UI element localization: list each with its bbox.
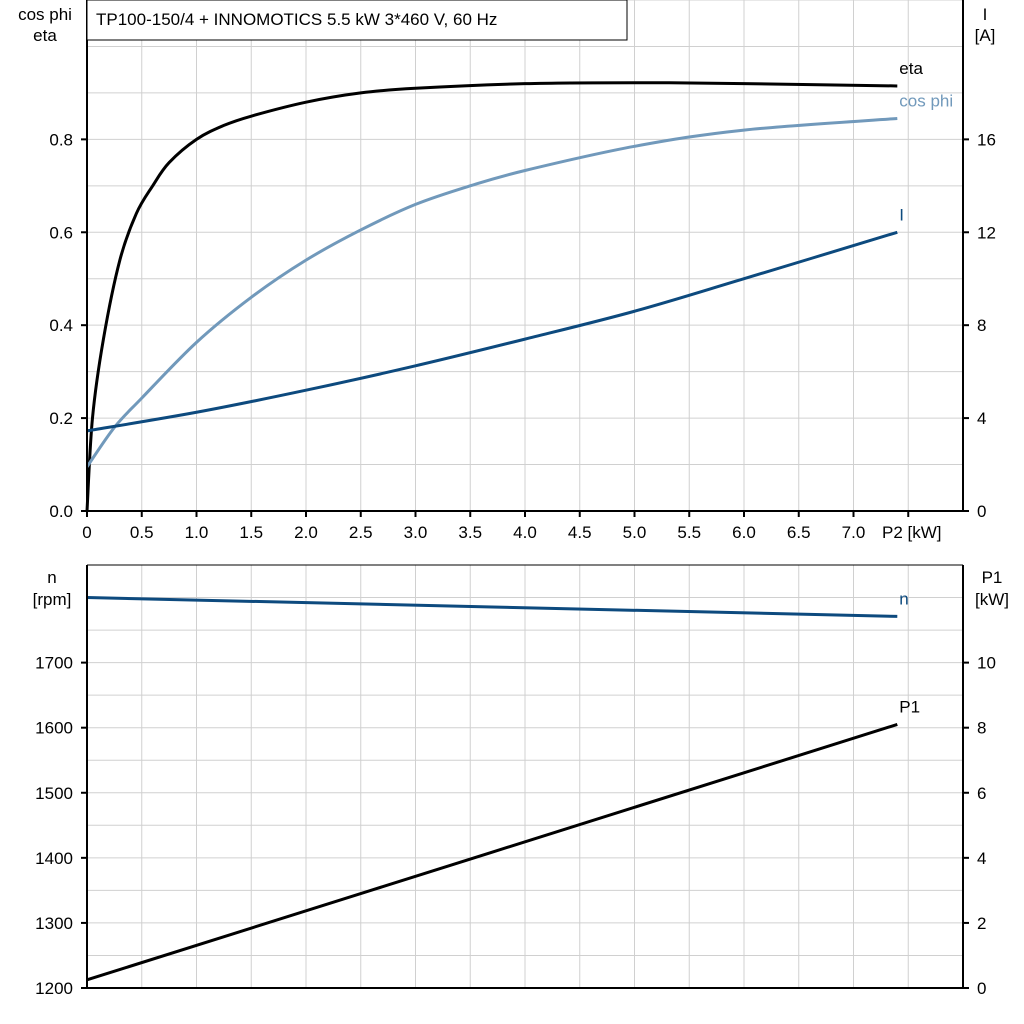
y-tick-label-left: 1600	[35, 719, 73, 738]
curve-eta	[85, 81, 898, 512]
left-axis-label-eta: eta	[33, 26, 57, 45]
right-axis-unit-kW: [kW]	[975, 590, 1009, 609]
x-tick-label: 5.0	[623, 523, 647, 542]
right-axis-label-P1: P1	[982, 568, 1003, 587]
x-tick-label: 6.0	[732, 523, 756, 542]
y-tick-label-left: 1400	[35, 849, 73, 868]
y-tick-label-right: 4	[977, 849, 986, 868]
x-tick-label: 6.5	[787, 523, 811, 542]
x-tick-label: 2.5	[349, 523, 373, 542]
x-tick-label: 4.0	[513, 523, 537, 542]
x-tick-label: 3.0	[404, 523, 428, 542]
bottom-grid	[87, 565, 963, 988]
right-axis-unit-A: [A]	[975, 26, 996, 45]
top-grid	[87, 0, 963, 511]
y-tick-label-left: 0.8	[49, 130, 73, 149]
title-box	[86, 0, 628, 41]
x-tick-label: 5.5	[677, 523, 701, 542]
x-axis-label: P2 [kW]	[882, 523, 942, 542]
y-tick-label-left: 0.2	[49, 409, 73, 428]
y-tick-label-left: 0.4	[49, 316, 73, 335]
x-tick-label: 0.5	[130, 523, 154, 542]
y-tick-label-left: 1200	[35, 979, 73, 998]
y-tick-label-right: 8	[977, 316, 986, 335]
y-tick-label-left: 0.6	[49, 223, 73, 242]
right-axis-label-I: I	[983, 5, 988, 24]
x-tick-label: 3.5	[458, 523, 482, 542]
y-tick-label-left: 0.0	[49, 502, 73, 521]
curves: eta cos phi In P1	[85, 59, 953, 982]
left-axis-label-cosphi: cos phi	[18, 5, 72, 24]
curve-I	[86, 230, 898, 433]
y-tick-label-left: 1500	[35, 784, 73, 803]
x-tick-label: 1.0	[185, 523, 209, 542]
x-tick-label: 0	[82, 523, 91, 542]
left-axis-unit-rpm: [rpm]	[33, 590, 72, 609]
x-tick-label: 4.5	[568, 523, 592, 542]
y-tick-label-right: 16	[977, 130, 996, 149]
y-tick-label-right: 10	[977, 654, 996, 673]
y-tick-label-right: 2	[977, 914, 986, 933]
x-tick-label: 1.5	[239, 523, 263, 542]
series-label-I: I	[899, 205, 904, 224]
curve-P1	[86, 723, 898, 982]
y-tick-label-right: 0	[977, 502, 986, 521]
x-tick-label: 2.0	[294, 523, 318, 542]
x-tick-label: 7.0	[842, 523, 866, 542]
left-axis-label-n: n	[47, 568, 56, 587]
curve-cos-phi	[85, 116, 898, 468]
curve-n	[86, 596, 898, 618]
y-tick-label-right: 8	[977, 719, 986, 738]
y-tick-label-right: 0	[977, 979, 986, 998]
y-tick-label-right: 4	[977, 409, 986, 428]
series-label-P1: P1	[899, 697, 920, 716]
series-label-n: n	[899, 589, 908, 608]
y-tick-label-right: 6	[977, 784, 986, 803]
axes: 0 0.5 1.0 1.5 2.0 2.5 3.0 3.5 4.0 4.5 5.0 5.5 6.0 6.5…	[35, 0, 996, 998]
y-tick-label-left: 1300	[35, 914, 73, 933]
series-label-cos-phi: cos phi	[899, 91, 953, 110]
series-label-eta: eta	[899, 59, 923, 78]
y-tick-label-left: 1700	[35, 654, 73, 673]
chart-title: TP100-150/4 + INNOMOTICS 5.5 kW 3*460 V,…	[96, 10, 497, 29]
y-tick-label-right: 12	[977, 223, 996, 242]
